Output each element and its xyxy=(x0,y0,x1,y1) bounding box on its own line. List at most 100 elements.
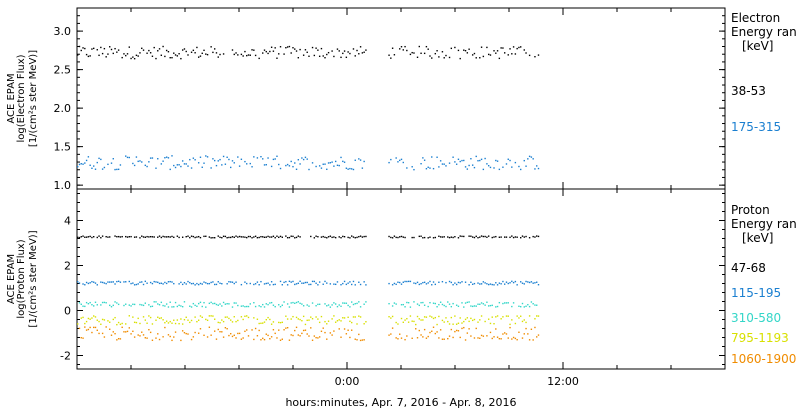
data-point xyxy=(226,156,228,158)
data-point xyxy=(141,161,143,163)
data-point xyxy=(352,280,355,283)
data-point xyxy=(235,281,237,283)
data-point xyxy=(222,336,225,338)
data-point xyxy=(144,280,147,283)
data-point xyxy=(521,337,524,339)
data-point xyxy=(87,282,90,285)
data-point xyxy=(304,323,307,326)
data-point xyxy=(537,167,540,170)
data-point xyxy=(294,329,296,332)
data-point xyxy=(276,155,278,157)
data-point xyxy=(365,49,367,51)
data-point xyxy=(343,302,346,304)
data-point xyxy=(194,159,196,161)
data-point xyxy=(400,317,403,320)
data-point xyxy=(329,235,332,237)
data-point xyxy=(210,334,212,336)
data-point xyxy=(169,335,171,338)
data-point xyxy=(292,280,294,283)
data-point xyxy=(475,305,477,307)
data-point xyxy=(155,301,157,303)
data-point xyxy=(201,166,203,168)
data-point xyxy=(260,305,262,308)
data-point xyxy=(347,51,349,53)
data-point xyxy=(240,316,243,318)
data-point xyxy=(354,55,356,57)
data-point xyxy=(448,323,451,325)
series-115-195 xyxy=(77,280,540,286)
data-point xyxy=(471,164,474,166)
data-point xyxy=(146,337,148,339)
data-point xyxy=(224,235,227,238)
data-point xyxy=(518,46,520,49)
data-point xyxy=(91,317,93,319)
data-point xyxy=(397,236,399,239)
data-point xyxy=(91,331,93,334)
data-point xyxy=(432,167,435,170)
data-point xyxy=(479,303,481,306)
data-point xyxy=(448,280,451,283)
data-point xyxy=(231,160,234,162)
data-point xyxy=(155,337,157,339)
data-point xyxy=(390,333,392,335)
data-point xyxy=(527,281,529,283)
data-point xyxy=(318,165,321,167)
data-point xyxy=(326,53,328,56)
data-point xyxy=(393,54,396,56)
data-point xyxy=(215,303,218,306)
data-point xyxy=(128,156,130,159)
data-point xyxy=(105,326,107,328)
data-point xyxy=(151,339,154,341)
data-point xyxy=(233,282,235,285)
data-point xyxy=(215,164,218,167)
data-point xyxy=(272,158,275,161)
data-point xyxy=(349,306,351,308)
data-point xyxy=(521,320,524,323)
data-point xyxy=(112,331,114,333)
data-point xyxy=(126,156,129,159)
data-point xyxy=(502,316,504,318)
data-point xyxy=(479,159,481,162)
data-point xyxy=(420,163,422,165)
data-point xyxy=(461,235,463,238)
data-point xyxy=(461,327,463,330)
y-axis-label: [1/(cm²s ster MeV)] xyxy=(28,230,39,327)
data-point xyxy=(137,160,139,163)
data-point xyxy=(285,315,287,317)
data-point xyxy=(176,55,179,57)
data-point xyxy=(454,282,456,284)
data-point xyxy=(125,235,127,238)
data-point xyxy=(395,337,397,339)
data-point xyxy=(144,236,147,238)
data-point xyxy=(413,236,415,239)
data-point xyxy=(237,319,239,322)
data-point xyxy=(511,280,513,283)
legend-title: Energy ran xyxy=(731,217,797,231)
data-point xyxy=(534,55,536,58)
data-point xyxy=(116,339,118,341)
data-point xyxy=(292,301,294,304)
data-point xyxy=(272,321,275,323)
data-point xyxy=(109,281,111,283)
data-point xyxy=(310,327,312,329)
data-point xyxy=(217,56,219,58)
data-point xyxy=(180,281,182,284)
data-point xyxy=(183,318,186,321)
data-point xyxy=(174,322,177,325)
data-point xyxy=(534,282,536,284)
data-point xyxy=(217,160,219,162)
data-point xyxy=(322,163,324,165)
data-point xyxy=(507,158,509,160)
data-point xyxy=(324,320,326,323)
data-point xyxy=(126,330,129,333)
data-point xyxy=(340,56,342,59)
data-point xyxy=(342,235,344,238)
data-point xyxy=(247,305,250,308)
data-point xyxy=(400,235,403,238)
data-point xyxy=(93,165,95,167)
data-point xyxy=(349,167,351,170)
data-point xyxy=(142,49,145,51)
data-point xyxy=(475,235,477,238)
data-point xyxy=(359,235,362,237)
data-point xyxy=(121,235,123,238)
